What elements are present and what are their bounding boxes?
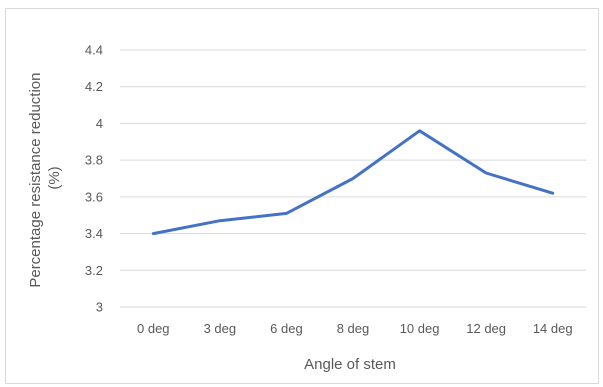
- x-tick-label: 0 deg: [137, 321, 170, 336]
- chart-frame: [5, 8, 599, 384]
- x-axis-title: Angle of stem: [304, 356, 396, 373]
- y-tick-label: 4.2: [85, 79, 103, 94]
- gridlines: [120, 49, 586, 308]
- y-tick-label: 3.8: [85, 153, 103, 168]
- y-tick-label: 3.6: [85, 189, 103, 204]
- x-tick-label: 14 deg: [533, 321, 573, 336]
- series-line: [151, 129, 555, 236]
- x-tick-label: 12 deg: [466, 321, 506, 336]
- x-tick-label: 6 deg: [270, 321, 303, 336]
- y-tick-label: 4: [96, 116, 103, 131]
- y-tick-label: 4.4: [85, 43, 103, 58]
- x-tick-label: 10 deg: [400, 321, 440, 336]
- y-axis-title: Percentage resistance reduction (%): [27, 68, 63, 287]
- y-axis-ticks: 3 3.2 3.4 3.6 3.8 4 4.2 4.4: [85, 43, 103, 315]
- x-axis-ticks: 0 deg 3 deg 6 deg 8 deg 10 deg 12 deg 14 deg: [137, 321, 573, 336]
- y-tick-label: 3.4: [85, 226, 103, 241]
- y-tick-label: 3.2: [85, 263, 103, 278]
- x-tick-label: 8 deg: [337, 321, 370, 336]
- x-tick-label: 3 deg: [204, 321, 237, 336]
- y-tick-label: 3: [96, 300, 103, 315]
- y-axis-title-line-2: (%): [46, 166, 63, 189]
- y-axis-title-line-1: Percentage resistance reduction: [27, 73, 44, 288]
